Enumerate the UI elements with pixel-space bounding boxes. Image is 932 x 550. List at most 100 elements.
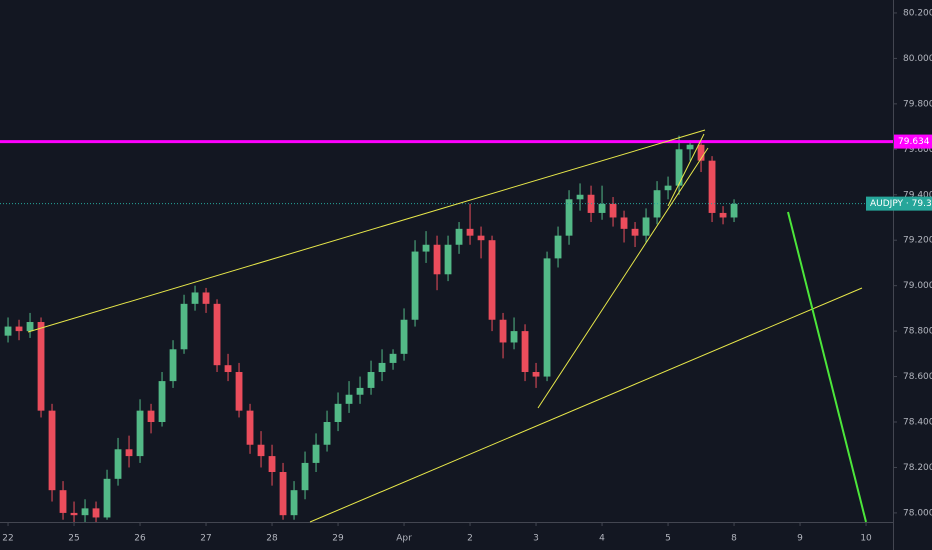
candle-body: [466, 228, 474, 236]
candle-body: [620, 217, 628, 229]
y-tick-label: 79.800: [903, 99, 932, 109]
candle-body: [422, 244, 430, 252]
y-tick-label: 78.800: [903, 327, 932, 337]
candle-body: [48, 410, 56, 491]
price-label-box: [894, 134, 932, 149]
y-tick-label: 79.200: [903, 236, 932, 246]
trend-line: [537, 147, 709, 409]
candle-body: [730, 203, 738, 218]
candle-body: [70, 512, 78, 516]
candle-body: [136, 410, 144, 457]
x-tick-label: Apr: [396, 534, 412, 544]
candle-body: [37, 322, 45, 411]
candle-body: [290, 490, 298, 516]
candle-body: [598, 203, 606, 213]
candle-body: [378, 362, 386, 373]
candle-body: [400, 319, 408, 354]
candle-body: [356, 387, 364, 395]
candle-body: [510, 331, 518, 343]
candle-body: [664, 185, 672, 191]
candle-body: [433, 244, 441, 275]
candle-body: [15, 326, 23, 332]
candle-body: [301, 462, 309, 491]
trend-line: [27, 129, 706, 333]
x-tick-label: 25: [68, 534, 79, 544]
price-label-box: [866, 196, 932, 211]
candle-body: [92, 508, 100, 518]
candle-body: [81, 508, 89, 516]
candle-body: [4, 326, 12, 336]
trend-line: [667, 133, 705, 207]
candle-body: [103, 478, 111, 518]
price-label: AUDJPY · 79.361: [870, 199, 932, 209]
y-tick-label: 78.000: [903, 508, 932, 518]
candle-body: [125, 449, 133, 457]
candle-body: [26, 322, 34, 332]
candle-body: [191, 292, 199, 304]
candle-body: [169, 349, 177, 382]
x-tick-label: 3: [533, 534, 539, 544]
candle-body: [367, 372, 375, 388]
candle-body: [323, 422, 331, 445]
candle-body: [686, 144, 694, 150]
x-tick-label: 5: [665, 534, 671, 544]
channel-line: [309, 287, 863, 523]
candle-body: [554, 235, 562, 259]
candle-body: [213, 303, 221, 366]
candle-body: [543, 258, 551, 377]
candle-body: [565, 199, 573, 236]
candle-body: [345, 394, 353, 404]
candle-body: [675, 149, 683, 186]
y-tick-label: 78.200: [903, 463, 932, 473]
candle-body: [279, 472, 287, 516]
candle-body: [147, 410, 155, 423]
candle-body: [235, 372, 243, 411]
y-tick-label: 79.000: [903, 281, 932, 291]
y-tick-label: 78.600: [903, 372, 932, 382]
y-tick-label: 79.600: [903, 145, 932, 155]
candle-body: [246, 410, 254, 445]
candle-body: [59, 490, 67, 513]
x-tick-label: 28: [266, 534, 278, 544]
candle-body: [719, 212, 727, 218]
x-tick-label: 2: [467, 534, 473, 544]
y-tick-label: 78.400: [903, 418, 932, 428]
candle-body: [609, 203, 617, 218]
candle-body: [697, 144, 705, 161]
x-tick-label: 29: [332, 534, 344, 544]
x-tick-label: 10: [860, 534, 872, 544]
candle-body: [444, 244, 452, 275]
candle-body: [180, 303, 188, 350]
candle-body: [389, 353, 397, 363]
x-tick-label: 27: [200, 534, 211, 544]
candle-body: [708, 160, 716, 213]
candle-body: [455, 228, 463, 245]
candle-body: [477, 235, 485, 241]
candle-body: [521, 331, 529, 373]
candle-body: [268, 456, 276, 473]
candle-body: [334, 403, 342, 423]
candle-body: [202, 292, 210, 304]
candle-body: [158, 381, 166, 423]
candle-body: [499, 319, 507, 343]
x-tick-label: 9: [797, 534, 803, 544]
candle-body: [224, 365, 232, 373]
candle-body: [257, 444, 265, 457]
candle-body: [114, 449, 122, 479]
projection-line: [787, 211, 867, 523]
x-tick-label: 26: [134, 534, 146, 544]
y-tick-label: 80.000: [903, 54, 932, 64]
drawings: [27, 129, 867, 523]
x-tick-label: 4: [599, 534, 605, 544]
x-tick-label: 8: [731, 534, 737, 544]
y-tick-label: 79.400: [903, 190, 932, 200]
candle-body: [631, 228, 639, 236]
candle-body: [642, 217, 650, 236]
candle-body: [576, 194, 584, 200]
price-label: 79.634: [898, 137, 930, 147]
candle-body: [532, 372, 540, 377]
x-tick-label: 22: [2, 534, 13, 544]
